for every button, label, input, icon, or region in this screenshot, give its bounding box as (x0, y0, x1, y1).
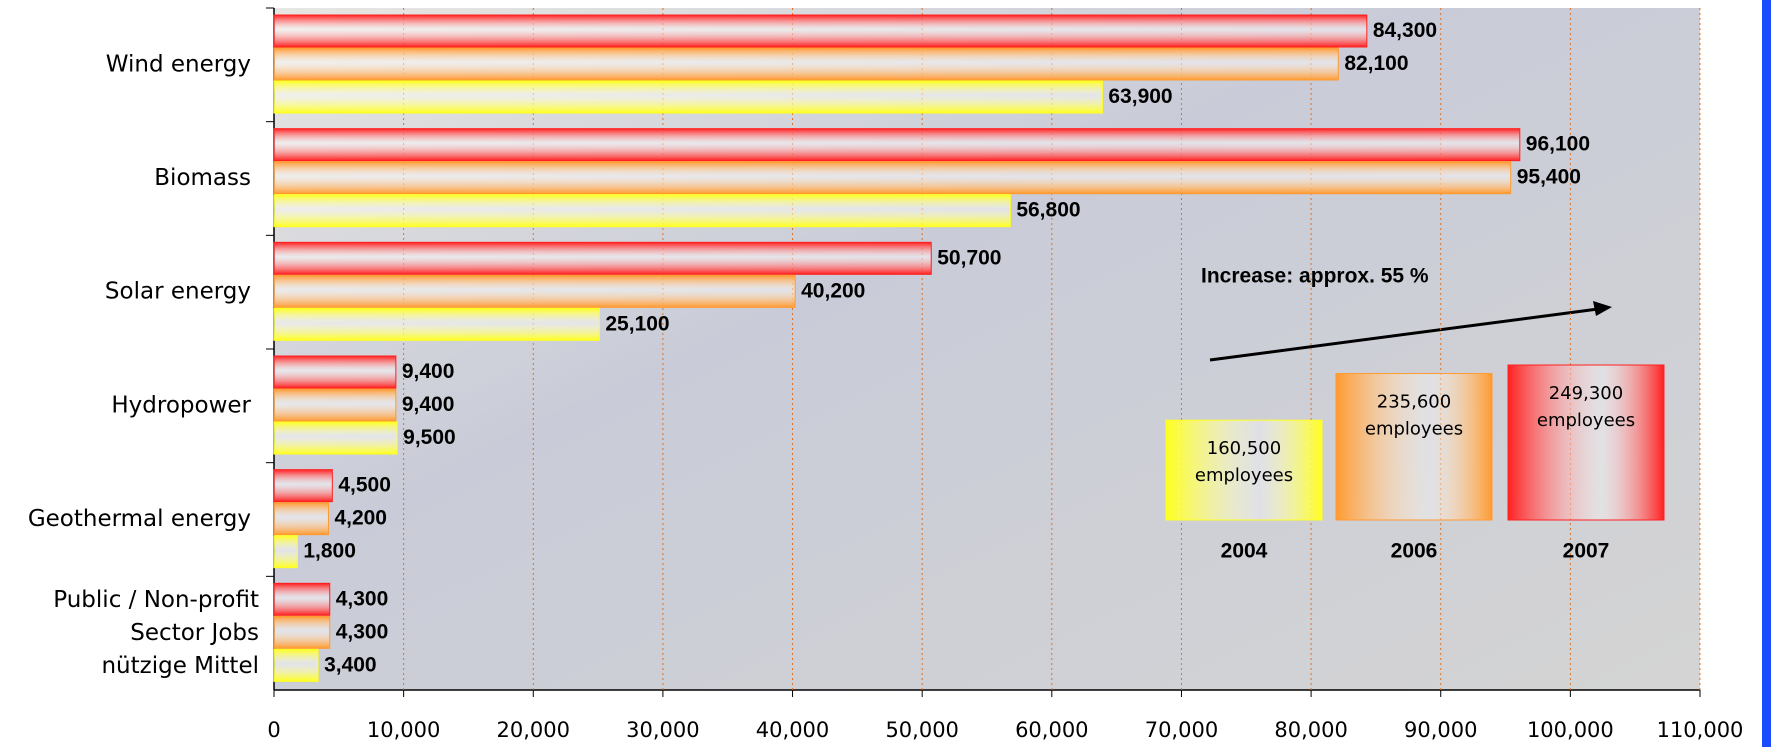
x-tick-label: 30,000 (626, 718, 699, 742)
bar (273, 47, 1339, 81)
bar (273, 421, 398, 455)
value-label: 4,300 (336, 587, 389, 610)
edge-strip (1762, 0, 1771, 747)
plot-background (274, 8, 1700, 690)
total-unit: employees (1195, 465, 1293, 486)
value-label: 40,200 (801, 279, 865, 302)
x-tick-label: 20,000 (497, 718, 570, 742)
bar (273, 307, 600, 341)
category-label: Solar energy (105, 279, 251, 305)
increase-arrow (1209, 307, 1599, 362)
category-label: Public / Non-profit Sector Jobs nützige Mi… (53, 587, 259, 679)
bar (273, 161, 1512, 195)
total-unit: employees (1365, 419, 1463, 440)
bar (273, 241, 932, 275)
total-label: 235,600 (1377, 392, 1451, 413)
annotation: Increase: approx. 55 % (1201, 265, 1429, 288)
value-label: 56,800 (1016, 199, 1080, 222)
total-label: 249,300 (1549, 383, 1623, 404)
value-label: 95,400 (1517, 166, 1581, 189)
bar (273, 388, 397, 422)
category-label: Hydropower (111, 392, 251, 418)
year-label: 2004 (1221, 540, 1268, 563)
value-label: 9,400 (402, 393, 455, 416)
bar (273, 582, 331, 616)
x-tick-label: 80,000 (1274, 718, 1347, 742)
value-label: 4,500 (338, 474, 391, 497)
total-box (1335, 373, 1493, 521)
x-tick-label: 70,000 (1145, 718, 1218, 742)
category-label: Wind energy (106, 51, 251, 77)
bar (273, 14, 1368, 48)
bar (273, 355, 397, 389)
x-tick-label: 110,000 (1657, 718, 1744, 742)
category-label: Biomass (154, 165, 251, 191)
category-label: Geothermal energy (28, 506, 251, 532)
year-label: 2006 (1391, 540, 1438, 563)
x-tick-label: 40,000 (756, 718, 829, 742)
bar (273, 274, 796, 308)
x-tick-label: 60,000 (1015, 718, 1088, 742)
value-label: 96,100 (1526, 133, 1590, 156)
bar (273, 615, 331, 649)
x-tick-label: 100,000 (1527, 718, 1614, 742)
total-label: 160,500 (1207, 438, 1281, 459)
value-label: 9,400 (402, 360, 455, 383)
x-tick-label: 50,000 (885, 718, 958, 742)
bar (273, 648, 319, 682)
total-box (1165, 419, 1323, 521)
value-label: 84,300 (1373, 19, 1437, 42)
value-label: 82,100 (1344, 52, 1408, 75)
total-unit: employees (1537, 410, 1635, 431)
total-box (1507, 364, 1665, 521)
bar (273, 535, 298, 569)
bar (273, 469, 333, 503)
x-tick-label: 90,000 (1404, 718, 1477, 742)
bar (273, 80, 1103, 114)
x-tick-label: 10,000 (367, 718, 440, 742)
value-label: 3,400 (324, 653, 377, 676)
value-label: 50,700 (937, 246, 1001, 269)
value-label: 1,800 (303, 540, 356, 563)
value-label: 4,300 (336, 620, 389, 643)
value-label: 4,200 (334, 507, 387, 530)
value-label: 63,900 (1108, 85, 1172, 108)
bar (273, 194, 1011, 228)
arrow-head (1593, 301, 1612, 316)
x-tick-label: 0 (267, 718, 280, 742)
value-label: 25,100 (605, 312, 669, 335)
bar (273, 502, 329, 536)
bar (273, 128, 1521, 162)
year-label: 2007 (1563, 540, 1610, 563)
value-label: 9,500 (403, 426, 456, 449)
